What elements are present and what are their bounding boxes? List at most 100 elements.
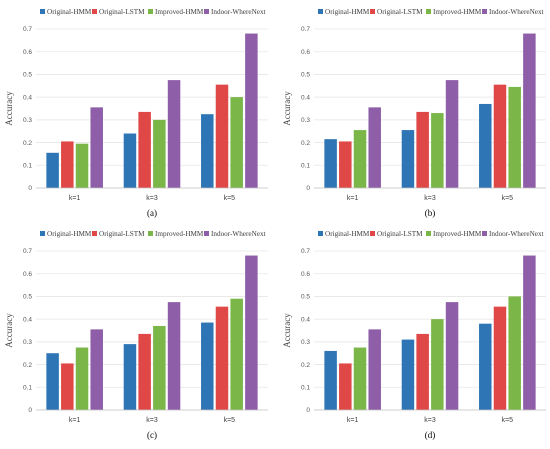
chart-panel-a: Original-HMM Original-LSTM Improved-HMM Ind…	[4, 8, 268, 218]
y-tick-label: 0.2	[23, 140, 32, 147]
y-tick-label: 0	[306, 185, 310, 192]
y-tick-label: 0	[28, 185, 32, 192]
y-tick-label: 0.4	[301, 316, 310, 323]
bar-original-lstm	[215, 84, 229, 188]
y-tick-label: 0.7	[301, 26, 310, 33]
x-tick-label: k=3	[424, 417, 436, 424]
panel-label: (b)	[425, 208, 436, 218]
bar-original-hmm	[324, 350, 337, 410]
x-tick-label: k=5	[224, 417, 236, 424]
y-tick-label: 0.5	[301, 294, 310, 301]
y-tick-label: 0.1	[301, 162, 310, 169]
bar-original-hmm	[123, 133, 137, 188]
y-tick-label: 0.1	[23, 162, 32, 169]
y-tick-label: 0.2	[23, 362, 32, 369]
bar-indoor-wherenext	[245, 255, 258, 410]
y-axis-label: Accuracy	[282, 313, 292, 348]
legend-swatch	[148, 231, 153, 236]
legend-swatch	[92, 9, 97, 14]
bar-original-lstm	[416, 333, 429, 410]
y-tick-label: 0.3	[301, 339, 310, 346]
legend-swatch	[318, 9, 323, 14]
bar-indoor-wherenext	[167, 80, 181, 188]
y-tick-label: 0.7	[23, 26, 32, 33]
x-tick-label: k=5	[224, 195, 236, 202]
bar-indoor-wherenext	[523, 255, 536, 410]
legend-label: Original-HMM	[325, 230, 370, 238]
bar-original-hmm	[201, 322, 214, 410]
legend-label: Indoor-WhereNext	[211, 8, 266, 16]
y-tick-label: 0.6	[301, 271, 310, 278]
legend-swatch	[318, 231, 323, 236]
legend-label: Indoor-WhereNext	[489, 8, 544, 16]
legend-swatch	[204, 231, 209, 236]
bar-indoor-wherenext	[445, 80, 459, 188]
chart-panel-b: Original-HMM Original-LSTM Improved-HMM Ind…	[282, 8, 546, 218]
y-tick-label: 0.7	[23, 248, 32, 255]
bar-original-hmm	[479, 103, 492, 188]
legend-label: Improved-HMM	[433, 230, 482, 238]
legend-swatch	[426, 9, 431, 14]
bar-improved-hmm	[153, 325, 166, 410]
bar-original-lstm	[416, 111, 429, 188]
y-tick-label: 0.6	[23, 49, 32, 56]
bar-improved-hmm	[153, 119, 166, 188]
legend-label: Original-HMM	[47, 230, 92, 238]
legend-label: Original-LSTM	[99, 230, 145, 238]
y-tick-label: 0.4	[301, 94, 310, 101]
y-tick-label: 0.2	[301, 140, 310, 147]
legend-swatch	[370, 231, 375, 236]
x-tick-label: k=1	[347, 195, 359, 202]
legend-swatch	[370, 9, 375, 14]
legend-label: Indoor-WhereNext	[211, 230, 266, 238]
bar-original-lstm	[138, 333, 151, 410]
bar-improved-hmm	[353, 130, 367, 188]
x-tick-label: k=5	[502, 417, 514, 424]
y-tick-label: 0.3	[301, 117, 310, 124]
y-tick-label: 0.4	[23, 316, 32, 323]
legend-label: Improved-HMM	[433, 8, 482, 16]
y-axis-label: Accuracy	[282, 91, 292, 126]
bar-original-lstm	[339, 141, 352, 188]
bar-improved-hmm	[75, 143, 89, 188]
legend-swatch	[92, 231, 97, 236]
legend-label: Original-LSTM	[99, 8, 145, 16]
legend-swatch	[148, 9, 153, 14]
legend-swatch	[204, 9, 209, 14]
legend: Original-HMM Original-LSTM Improved-HMM Ind…	[318, 230, 544, 238]
panel-label: (a)	[147, 208, 157, 218]
x-tick-label: k=1	[69, 195, 81, 202]
legend-swatch	[426, 231, 431, 236]
y-tick-label: 0.4	[23, 94, 32, 101]
x-tick-label: k=1	[69, 417, 81, 424]
x-tick-label: k=5	[502, 195, 514, 202]
y-tick-label: 0.3	[23, 339, 32, 346]
bar-improved-hmm	[230, 97, 243, 188]
bar-original-lstm	[493, 84, 507, 188]
legend-swatch	[40, 9, 45, 14]
legend: Original-HMM Original-LSTM Improved-HMM Ind…	[40, 8, 266, 16]
bar-original-hmm	[401, 339, 415, 410]
chart-panel-c: Original-HMM Original-LSTM Improved-HMM Ind…	[4, 230, 268, 440]
x-tick-label: k=1	[347, 417, 359, 424]
legend: Original-HMM Original-LSTM Improved-HMM Ind…	[318, 8, 544, 16]
legend-label: Original-HMM	[325, 8, 370, 16]
legend-label: Indoor-WhereNext	[489, 230, 544, 238]
y-tick-label: 0.5	[23, 294, 32, 301]
panel-label: (c)	[147, 430, 157, 440]
bar-original-lstm	[138, 111, 151, 188]
bar-improved-hmm	[431, 319, 444, 410]
y-tick-label: 0.5	[23, 72, 32, 79]
bar-indoor-wherenext	[368, 107, 381, 188]
bar-original-hmm	[123, 344, 137, 410]
x-tick-label: k=3	[146, 417, 158, 424]
bar-original-hmm	[46, 353, 59, 410]
y-tick-label: 0.1	[23, 384, 32, 391]
bar-improved-hmm	[230, 298, 243, 410]
y-tick-label: 0.6	[301, 49, 310, 56]
bar-improved-hmm	[353, 347, 367, 410]
legend-label: Improved-HMM	[155, 230, 204, 238]
legend-swatch	[482, 231, 487, 236]
